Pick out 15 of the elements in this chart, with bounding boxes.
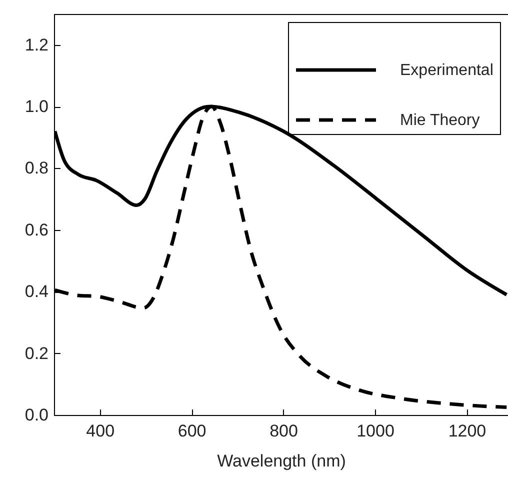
x-axis-title: Wavelength (nm) [217,452,346,470]
legend-label: Experimental [400,62,494,79]
y-tick-label: 0.8 [24,158,48,178]
y-tick-label: 1.2 [24,35,48,54]
x-tick-label: 1200 [448,422,486,440]
y-tick-label: 0.4 [24,282,48,302]
y-tick-label: 0.0 [24,406,48,424]
legend-label: Mie Theory [400,112,480,129]
x-tick-label: 400 [86,422,115,440]
x-tick-label: 800 [270,422,298,440]
y-tick-label: 1.0 [24,97,48,116]
y-tick-label: 0.6 [24,220,48,240]
x-tick-label: 600 [178,422,206,440]
x-tick-label: 1000 [356,422,394,440]
y-tick-label: 0.2 [24,344,48,363]
